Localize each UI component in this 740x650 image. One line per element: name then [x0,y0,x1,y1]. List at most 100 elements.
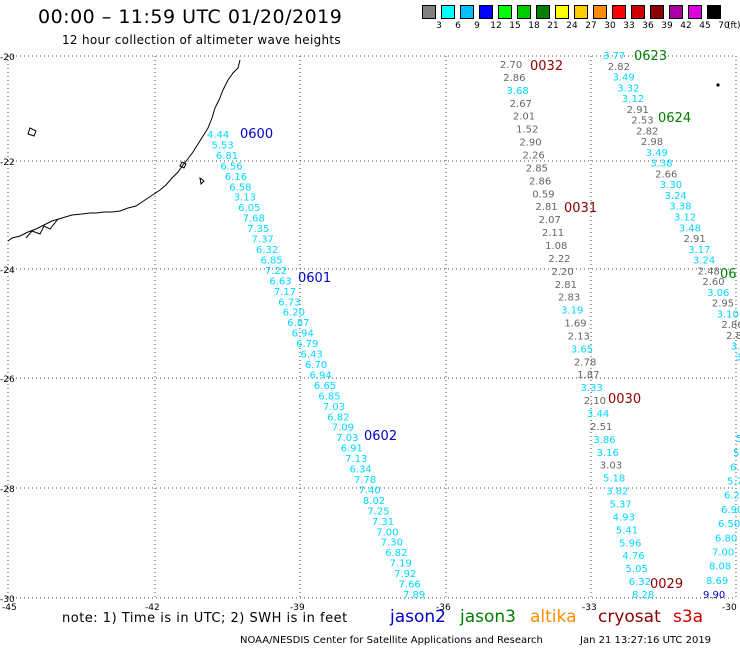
wave-height-value: 6.50 [718,519,740,530]
wave-height-value: 7.17 [274,287,296,298]
wave-height-value: 5 [736,434,740,445]
scale-label: 39 [661,21,673,31]
scale-swatch-6 [517,5,531,19]
wave-height-value: 7.92 [394,569,416,580]
scale-swatch-1 [422,5,436,19]
scale-swatch-11 [612,5,626,19]
wave-height-value: 3.33 [580,383,602,394]
scale-swatch-5 [498,5,512,19]
wave-height-value: 7.66 [399,580,421,591]
lat-lon-grid [7,55,737,599]
scale-label: 30 [604,21,616,31]
wave-height-value: 2.20 [552,267,574,278]
wave-height-value: 2.86 [721,320,740,331]
pass-time-label: 0623 [634,49,667,64]
wave-height-value: 3.30 [660,180,682,191]
wave-height-value: 6.34 [350,465,372,476]
wave-height-value: 6.87 [287,318,309,329]
wave-height-value: 7.00 [712,547,734,558]
wave-height-value: 2.48 [698,266,720,277]
wave-height-value: 2.98 [641,137,663,148]
wave-height-value: 7.35 [247,224,269,235]
pass-time-label: 0029 [650,577,683,592]
wave-height-value: 3.06 [707,288,729,299]
wave-height-value: 3.38 [650,159,672,170]
longitude-label: -39 [290,603,305,613]
scale-swatch-16 [707,5,721,19]
scale-label: 33 [623,21,635,31]
scale-swatch-10 [593,5,607,19]
pass-time-label: 0624 [658,111,691,126]
scale-swatch-3 [460,5,474,19]
wave-height-value: 3.48 [679,223,701,234]
wave-height-value: 4.93 [613,512,635,523]
wave-height-value: 2.07 [539,215,561,226]
coastline-island [199,176,205,186]
wave-height-value: 1.52 [516,125,538,136]
wave-height-value: 8.02 [363,496,385,507]
wave-height-value: 2.11 [542,228,564,239]
wave-height-value: 7.31 [372,517,394,528]
wave-height-value: 2.10 [584,396,606,407]
wave-height-value: 3.82 [606,487,628,498]
pass-time-label: 0602 [364,429,397,444]
wave-height-value: 0.59 [532,189,554,200]
wave-height-value: 7.22 [265,266,287,277]
wave-height-value: 6.90 [721,505,740,516]
wave-height-value: 6.58 [229,182,251,193]
latitude-label: -22 [0,158,15,168]
wave-height-value: 5.18 [603,474,625,485]
wave-height-value: 3.49 [612,73,634,84]
scale-swatch-2 [441,5,455,19]
wave-height-value: 2.01 [513,112,535,123]
wave-height-value: 2.70 [500,60,522,71]
wave-height-value: 2.60 [702,277,724,288]
wave-height-value: 6.81 [216,151,238,162]
scale-label: 27 [585,21,597,31]
legend-jason2: jason2 [390,607,446,627]
wave-height-value: 6.73 [278,297,300,308]
wave-height-value: 3.38 [669,202,691,213]
wave-height-value: 3.12 [622,94,644,105]
wave-height-value: 7.03 [336,433,358,444]
wave-height-value: 2.83 [558,293,580,304]
wave-height-value: 6.94 [292,329,314,340]
scale-swatch-9 [574,5,588,19]
wave-height-value: 2.95 [712,299,734,310]
wave-height-value: 8.08 [709,562,731,573]
axis-labels: -20-22-24-26-28-30-45 -42 -39 -36 -33 -30 [0,53,737,613]
wave-height-value: 7.25 [367,506,389,517]
wave-height-value: 2.26 [523,150,545,161]
wave-height-value: 6.85 [260,255,282,266]
scale-swatch-8 [555,5,569,19]
scale-swatch-7 [536,5,550,19]
latitude-label: -30 [0,595,15,605]
wave-height-value: 6.32 [629,577,651,588]
scale-unit-label: (ft) [727,21,740,31]
wave-height-value: 3.68 [506,86,528,97]
scale-swatch-4 [479,5,493,19]
wave-height-value: 6.85 [318,391,340,402]
wave-height-value: 1.69 [564,319,586,330]
wave-height-value: 6.56 [220,161,242,172]
wave-height-value: 7.40 [358,485,380,496]
wave-height-value: 6.32 [256,245,278,256]
latitude-label: -24 [0,266,15,276]
wave-height-value: 3.24 [693,256,715,267]
wave-height-value: 5.7 [727,477,740,488]
wave-height-value: 2.22 [548,254,570,265]
wave-height-value: 5. [733,448,740,459]
brazil-coastline [7,59,241,242]
wave-height-value: 3.77 [603,51,625,62]
wave-height-value: 3.6 [736,352,740,363]
wave-height-value: 6.82 [385,548,407,559]
wave-height-value: 2.82 [608,62,630,73]
wave-height-value: 3.16 [597,448,619,459]
wave-height-value: 2.91 [683,234,705,245]
coastline-inlet [25,218,59,239]
wave-height-value: 2.85 [526,163,548,174]
wave-height-value: 5.37 [609,500,631,511]
scale-label: 12 [490,21,502,31]
